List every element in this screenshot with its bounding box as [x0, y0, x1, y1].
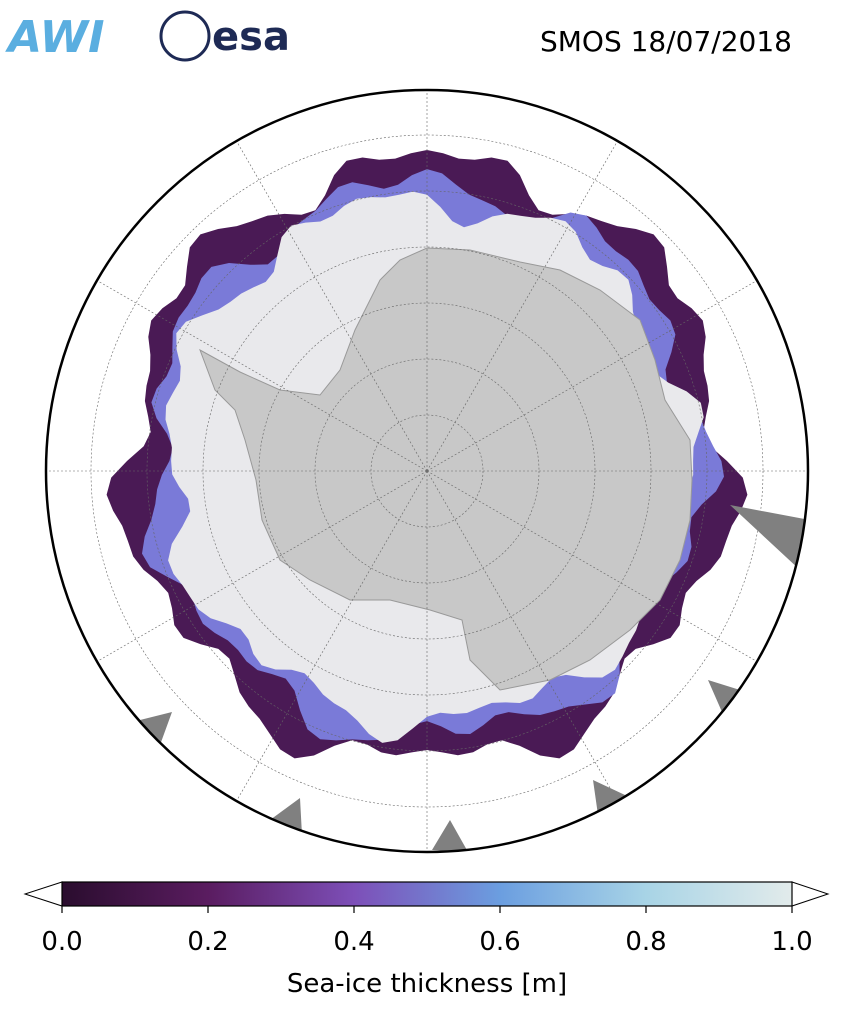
meridian — [426, 470, 774, 672]
colorbar-frame — [61, 881, 793, 907]
map — [46, 90, 808, 852]
meridian — [226, 470, 428, 818]
tick-label: 0.8 — [625, 927, 666, 957]
antarctica — [199, 247, 693, 691]
meridian — [426, 470, 628, 818]
meridian — [426, 124, 628, 472]
tick-label: 0.0 — [41, 927, 82, 957]
meridian — [80, 470, 428, 672]
tick-label: 1.0 — [771, 927, 812, 957]
colorbar-extend-high — [791, 881, 830, 907]
awi-logo: AWI — [5, 12, 105, 63]
colorbar-extend-low — [23, 881, 63, 907]
meridian — [226, 124, 428, 472]
tick-label: 0.2 — [187, 927, 228, 957]
esa-logo-mark — [159, 10, 211, 62]
tick-label: 0.6 — [479, 927, 520, 957]
map-frame — [44, 88, 810, 854]
colorbar-label: Sea-ice thickness [m] — [287, 969, 567, 999]
title: SMOS 18/07/2018 — [540, 25, 792, 58]
colorbar-ticks: 0.0 0.2 0.4 0.6 0.8 1.0 — [41, 906, 813, 957]
meridian — [80, 270, 428, 472]
tick-label: 0.4 — [333, 927, 374, 957]
esa-logo: esa — [212, 14, 290, 60]
meridian — [426, 270, 774, 472]
colorbar — [62, 882, 792, 906]
graticule — [46, 90, 808, 852]
